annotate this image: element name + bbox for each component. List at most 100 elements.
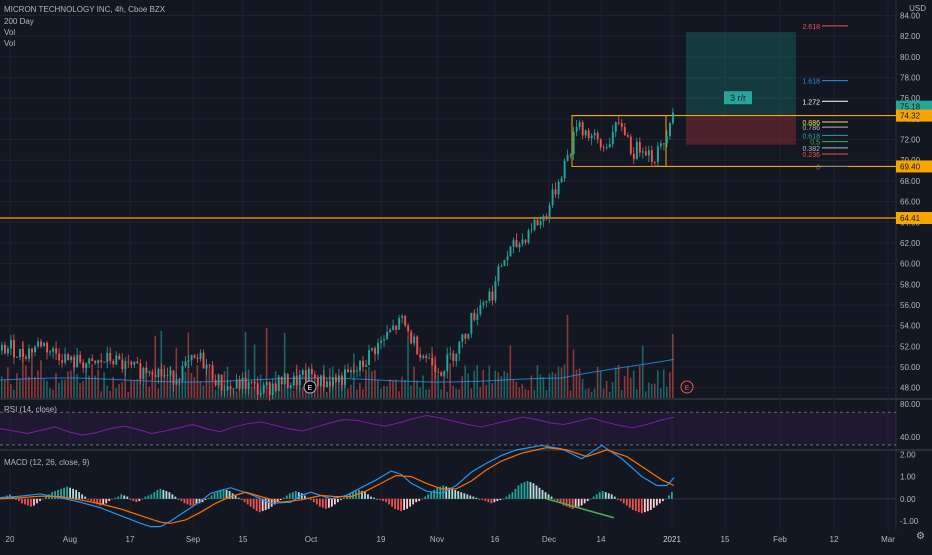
macd-histogram-bar — [640, 498, 643, 514]
macd-histogram-bar — [631, 498, 634, 510]
macd-histogram-bar — [625, 498, 628, 506]
candle-body — [356, 370, 358, 372]
macd-histogram-bar — [367, 494, 369, 499]
currency-label[interactable]: USD — [909, 4, 926, 13]
macd-histogram-bar — [171, 494, 174, 499]
gear-icon[interactable]: ⚙ — [916, 531, 925, 542]
volume-bar — [175, 347, 178, 398]
macd-histogram-bar — [565, 498, 568, 507]
candle-body — [407, 325, 410, 332]
candle-body — [235, 379, 238, 389]
candle-body — [578, 122, 581, 128]
volume-bar — [479, 387, 482, 398]
macd-histogram-bar — [51, 492, 53, 499]
volume-bar — [416, 380, 418, 398]
divergence-trendline[interactable] — [546, 498, 615, 519]
candle-body — [395, 325, 398, 330]
volume-legend-1[interactable]: Vol — [4, 28, 16, 37]
macd-histogram-bar — [454, 489, 457, 499]
candle-body — [392, 325, 395, 330]
candle-body — [328, 381, 331, 387]
macd-histogram-bar — [505, 496, 508, 499]
macd-histogram-bar — [18, 498, 20, 502]
volume-bar — [524, 389, 527, 398]
candle-body — [458, 341, 461, 354]
macd-histogram-bar — [243, 498, 246, 503]
macd-histogram-bar — [571, 498, 574, 509]
macd-histogram-bar — [321, 498, 324, 508]
macd-histogram-bar — [228, 491, 231, 499]
volume-bar — [193, 377, 196, 398]
time-axis-background — [0, 530, 932, 550]
macd-histogram-bar — [385, 498, 387, 503]
earnings-marker-label[interactable]: E — [685, 385, 690, 392]
macd-histogram-bar — [33, 498, 35, 506]
macd-histogram-bar — [66, 486, 68, 499]
candle-body — [34, 346, 37, 353]
candle-body — [644, 151, 647, 156]
volume-bar — [335, 374, 337, 398]
volume-bar — [130, 380, 132, 398]
macd-histogram-bar — [418, 498, 421, 502]
candle-body — [527, 230, 530, 243]
macd-histogram-bar — [526, 481, 529, 499]
macd-histogram-bar — [622, 498, 625, 504]
rr-label-box[interactable] — [724, 91, 752, 105]
volume-bar — [482, 369, 485, 398]
macd-histogram-bar — [463, 493, 466, 499]
macd-histogram-bar — [448, 487, 451, 499]
candle-body — [413, 336, 416, 344]
macd-signal-line[interactable] — [0, 447, 675, 524]
earnings-marker[interactable] — [680, 380, 694, 394]
volume-bar — [503, 370, 506, 398]
rsi-line[interactable] — [0, 415, 675, 436]
price-tick-label: 84.00 — [900, 12, 921, 21]
symbol-legend[interactable]: MICRON TECHNOLOGY INC, 4h, Cboe BZX — [4, 5, 166, 14]
price-tick-label: 72.00 — [900, 136, 921, 145]
volume-legend-2[interactable]: Vol — [4, 39, 16, 48]
macd-histogram-bar — [303, 495, 306, 499]
volume-bar — [67, 371, 69, 398]
candle-body — [398, 317, 401, 330]
volume-bar — [506, 372, 509, 398]
rr-label[interactable]: 3 r/r — [730, 93, 746, 103]
candle-body — [85, 363, 88, 368]
candle-body — [338, 375, 340, 382]
volume-bar — [362, 389, 364, 398]
stop-zone[interactable] — [686, 115, 796, 145]
earnings-marker[interactable] — [303, 380, 317, 394]
volume-bar — [572, 349, 575, 398]
time-tick-label: 12 — [830, 535, 839, 544]
volume-bar — [190, 373, 193, 398]
candle-body — [289, 385, 292, 388]
macd-histogram-bar — [186, 498, 189, 505]
time-tick-label: Oct — [305, 535, 318, 544]
candle-body — [205, 364, 208, 369]
candle-body — [325, 381, 328, 387]
earnings-marker-label[interactable]: E — [308, 385, 313, 392]
macd-legend[interactable]: MACD (12, 26, close, 9) — [4, 458, 90, 467]
volume-bar — [446, 391, 448, 398]
candle-body — [590, 135, 593, 139]
candle-body — [497, 266, 500, 282]
macd-histogram-bar — [327, 498, 330, 508]
candle-body — [55, 348, 58, 354]
volume-bar — [521, 384, 524, 398]
candle-body — [602, 147, 605, 149]
price-axis-label-box — [896, 160, 932, 173]
candle-body — [669, 122, 671, 137]
volume-bar — [184, 371, 187, 398]
rsi-legend[interactable]: RSI (14, close) — [4, 405, 57, 414]
candle-body — [256, 383, 259, 395]
volume-bar — [548, 373, 551, 398]
macd-histogram-bar — [634, 498, 637, 512]
macd-histogram-bar — [39, 498, 41, 502]
macd-histogram-bar — [84, 496, 87, 499]
volume-bar — [178, 381, 181, 398]
candle-body — [88, 358, 91, 364]
volume-bar — [431, 346, 433, 398]
volume-bar — [485, 385, 488, 398]
ma-legend[interactable]: 200 Day — [4, 17, 34, 26]
